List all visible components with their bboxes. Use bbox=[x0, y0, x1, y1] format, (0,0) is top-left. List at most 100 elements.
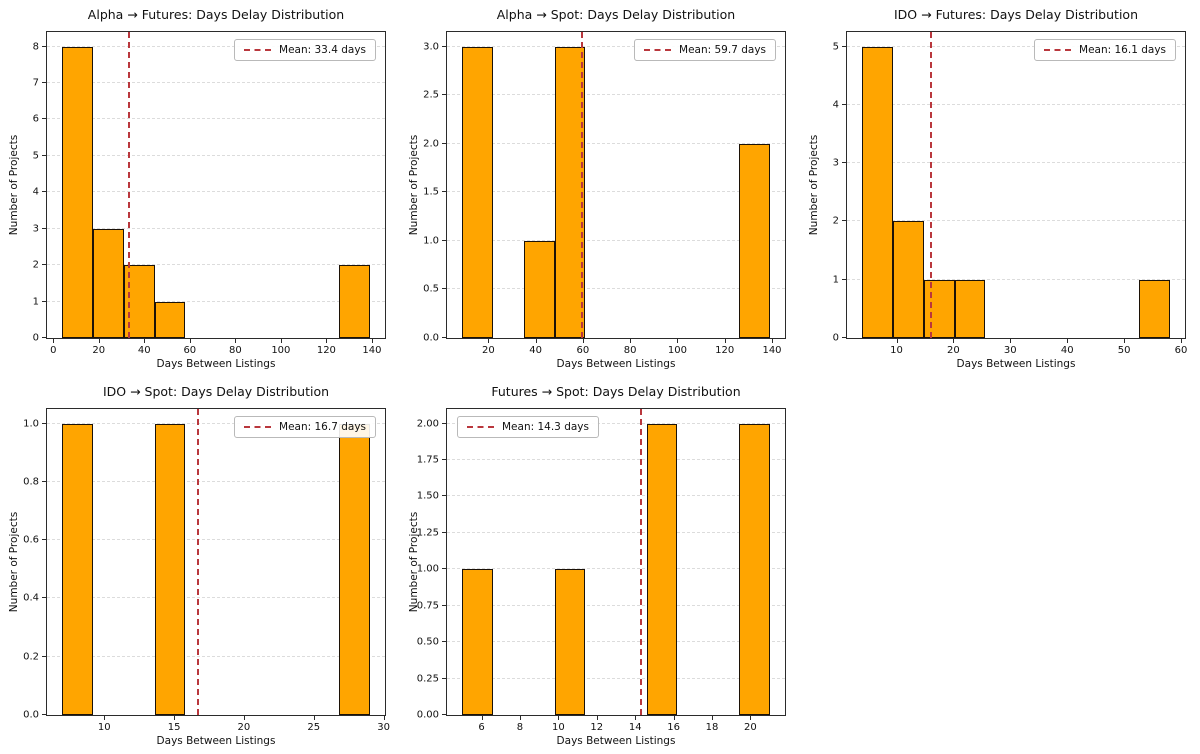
y-tick-label: 1.5 bbox=[423, 186, 439, 198]
mean-line-legend-sample bbox=[244, 49, 272, 51]
gridline bbox=[47, 264, 385, 266]
tick-mark bbox=[42, 45, 46, 47]
tick-mark bbox=[842, 45, 846, 47]
gridline bbox=[847, 103, 1185, 105]
gridline bbox=[47, 82, 385, 83]
tick-mark bbox=[442, 191, 446, 193]
x-tick-label: 20 bbox=[237, 722, 251, 733]
panel-alpha-futures: Alpha → Futures: Days Delay Distribution… bbox=[0, 0, 400, 377]
tick-mark bbox=[280, 339, 282, 343]
tick-mark bbox=[442, 94, 446, 96]
y-tick-label: 0.00 bbox=[416, 709, 439, 721]
tick-mark bbox=[842, 162, 846, 164]
y-tick-label: 0.4 bbox=[23, 592, 39, 604]
tick-mark bbox=[42, 714, 46, 715]
y-tick-label: 0 bbox=[832, 332, 839, 344]
histogram-bar bbox=[554, 569, 586, 715]
gridline bbox=[847, 220, 1185, 222]
tick-mark bbox=[442, 239, 446, 241]
legend: Mean: 16.1 days bbox=[1034, 39, 1176, 61]
tick-mark bbox=[243, 716, 245, 720]
tick-mark bbox=[42, 655, 46, 657]
chart-title: Futures → Spot: Days Delay Distribution bbox=[491, 384, 741, 399]
y-tick-label: 0.2 bbox=[23, 651, 39, 663]
tick-mark bbox=[1124, 339, 1126, 343]
x-tick-label: 10 bbox=[890, 345, 903, 356]
x-tick-label: 10 bbox=[552, 722, 565, 733]
plot-area: 6 8 10 12 14 16 18 20 0.00 0.25 0.50 0.75 1.00 1.25 1.… bbox=[417, 408, 786, 733]
gridline bbox=[47, 422, 385, 424]
tick-mark bbox=[442, 568, 446, 570]
y-tick-label: 2 bbox=[832, 215, 839, 227]
histogram-bar bbox=[154, 423, 186, 715]
panel-futures-spot: Futures → Spot: Days Delay Distribution … bbox=[400, 377, 800, 754]
gridline bbox=[447, 45, 785, 47]
tick-mark bbox=[42, 227, 46, 229]
tick-mark bbox=[842, 337, 846, 338]
x-tick-label: 20 bbox=[947, 345, 960, 356]
tick-mark bbox=[42, 300, 46, 302]
x-tick-label: 20 bbox=[744, 722, 757, 733]
y-tick-label: 0.5 bbox=[423, 283, 439, 295]
x-tick-label: 100 bbox=[271, 345, 291, 356]
mean-line bbox=[930, 32, 933, 338]
tick-mark bbox=[535, 339, 537, 343]
x-tick-label: 40 bbox=[1060, 345, 1074, 356]
gridline bbox=[847, 278, 1185, 280]
y-tick-label: 5 bbox=[32, 150, 39, 162]
x-axis-label: Days Between Listings bbox=[156, 358, 276, 370]
plot-area: 10 15 20 25 30 0.0 0.2 0.4 0.6 0.8 1.0 Mean: 16.7 d… bbox=[23, 408, 390, 733]
legend-label: Mean: 14.3 days bbox=[502, 421, 589, 433]
gridline bbox=[447, 94, 785, 96]
plot-area: 20 40 60 80 100 120 140 0.0 0.5 1.0 1.5 2.0 2.5 3.0 Me… bbox=[423, 31, 786, 356]
tick-mark bbox=[442, 142, 446, 144]
y-tick-label: 4 bbox=[832, 99, 839, 111]
y-tick-label: 0.25 bbox=[416, 673, 439, 685]
tick-mark bbox=[442, 495, 446, 497]
x-tick-label: 6 bbox=[478, 722, 485, 733]
panel-ido-spot: IDO → Spot: Days Delay Distribution Numb… bbox=[8, 384, 390, 747]
mean-line-legend-sample bbox=[1044, 49, 1072, 51]
gridline bbox=[47, 154, 385, 156]
tick-mark bbox=[677, 339, 679, 343]
tick-mark bbox=[630, 339, 632, 343]
plot-area: 0 20 40 60 80 100 120 140 0 1 2 3 4 5 6 7 8 Mean: 33.4 da… bbox=[33, 31, 386, 356]
x-tick-label: 140 bbox=[762, 345, 782, 356]
tick-mark bbox=[42, 539, 46, 541]
histogram-bar bbox=[738, 423, 770, 715]
gridline bbox=[447, 604, 785, 606]
gridline bbox=[447, 677, 785, 679]
y-tick-label: 3 bbox=[832, 157, 839, 169]
x-tick-label: 60 bbox=[1174, 345, 1188, 356]
gridline bbox=[447, 191, 785, 193]
tick-mark bbox=[42, 118, 46, 120]
tick-mark bbox=[53, 339, 55, 343]
gridline bbox=[47, 655, 385, 657]
chart-title: Alpha → Spot: Days Delay Distribution bbox=[496, 7, 736, 22]
gridline bbox=[47, 118, 385, 120]
tick-mark bbox=[442, 641, 446, 643]
mean-line bbox=[196, 409, 199, 715]
tick-mark bbox=[842, 220, 846, 222]
y-tick-label: 1.50 bbox=[416, 490, 439, 502]
tick-mark bbox=[842, 103, 846, 105]
chart-title: Alpha → Futures: Days Delay Distribution bbox=[87, 7, 345, 22]
x-tick-label: 8 bbox=[516, 722, 524, 733]
x-tick-label: 40 bbox=[137, 345, 151, 356]
tick-mark bbox=[1010, 339, 1012, 343]
tick-mark bbox=[442, 459, 446, 460]
gridline bbox=[47, 597, 385, 599]
y-tick-label: 1.25 bbox=[416, 527, 439, 539]
chart-title: IDO → Futures: Days Delay Distribution bbox=[894, 7, 1138, 22]
tick-mark bbox=[442, 531, 446, 533]
histogram-bar bbox=[1138, 279, 1170, 338]
tick-mark bbox=[953, 339, 955, 343]
tick-mark bbox=[104, 716, 106, 720]
tick-mark bbox=[442, 714, 446, 715]
tick-mark bbox=[442, 422, 446, 424]
x-tick-label: 60 bbox=[183, 345, 197, 356]
x-axis-label: Days Between Listings bbox=[956, 358, 1076, 370]
tick-mark bbox=[596, 716, 598, 720]
x-tick-label: 18 bbox=[705, 722, 719, 733]
histogram-bar bbox=[462, 46, 494, 338]
